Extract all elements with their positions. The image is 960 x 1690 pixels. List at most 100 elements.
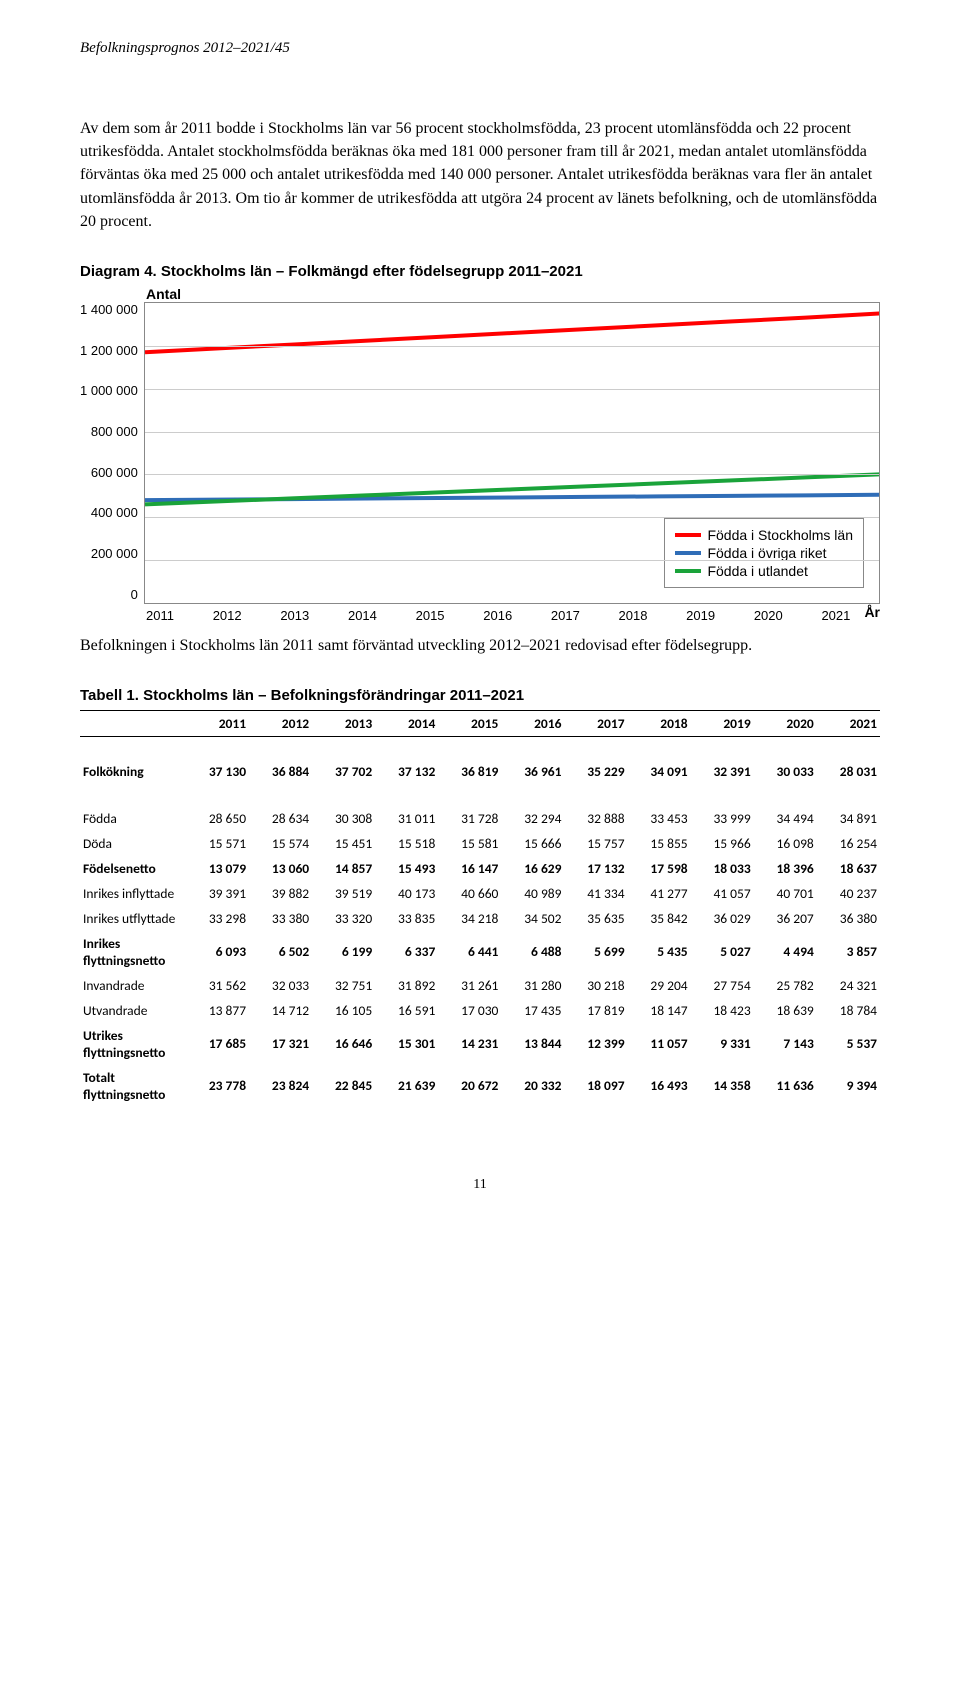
table-cell: 17 819	[564, 998, 627, 1023]
x-tick-label: 2020	[754, 608, 783, 623]
table-row: Utvandrade13 87714 71216 10516 59117 030…	[80, 998, 880, 1023]
table-cell: 28 650	[186, 806, 249, 831]
table-cell: 16 493	[628, 1065, 691, 1107]
table-cell: 9 394	[817, 1065, 880, 1107]
table-cell: 16 591	[375, 998, 438, 1023]
table-cell: 36 380	[817, 906, 880, 931]
table-cell: 33 835	[375, 906, 438, 931]
table-row-label: Folkökning	[80, 759, 186, 784]
legend-swatch	[675, 551, 701, 555]
table-cell: 15 301	[375, 1023, 438, 1065]
table-cell: 40 173	[375, 881, 438, 906]
legend-swatch	[675, 533, 701, 537]
table-cell: 17 030	[438, 998, 501, 1023]
chart-container: Antal 1 400 0001 200 0001 000 000800 000…	[80, 286, 880, 623]
table-cell: 14 231	[438, 1023, 501, 1065]
x-tick-label: 2013	[280, 608, 309, 623]
table-cell: 40 660	[438, 881, 501, 906]
table-cell: 17 132	[564, 856, 627, 881]
table-header-cell: 2013	[312, 710, 375, 736]
x-tick-labels: 2011201220132014201520162017201820192020…	[146, 608, 850, 623]
table-row-label: Födelsenetto	[80, 856, 186, 881]
table-row: Invandrade31 56232 03332 75131 89231 261…	[80, 973, 880, 998]
table-row-label: Döda	[80, 831, 186, 856]
table-header-cell	[80, 710, 186, 736]
table-body: Folkökning37 13036 88437 70237 13236 819…	[80, 736, 880, 1107]
table-cell: 18 784	[817, 998, 880, 1023]
table-spacer-row	[80, 736, 880, 759]
table-cell: 15 571	[186, 831, 249, 856]
table-row-label: Totalt flyttningsnetto	[80, 1065, 186, 1107]
table-cell: 36 961	[501, 759, 564, 784]
table-cell: 36 884	[249, 759, 312, 784]
chart-row: 1 400 0001 200 0001 000 000800 000600 00…	[80, 302, 880, 604]
table-row: Utrikes flyttningsnetto17 68517 32116 64…	[80, 1023, 880, 1065]
table-cell: 29 204	[628, 973, 691, 998]
table-cell: 6 441	[438, 931, 501, 973]
table-cell: 18 396	[754, 856, 817, 881]
table-cell: 34 218	[438, 906, 501, 931]
table-cell: 13 079	[186, 856, 249, 881]
table-cell: 15 855	[628, 831, 691, 856]
gridline	[145, 432, 879, 433]
table-cell: 16 147	[438, 856, 501, 881]
table-caption: Tabell 1. Stockholms län – Befolkningsfö…	[80, 687, 880, 704]
x-axis-title: År	[864, 604, 880, 623]
y-tick-label: 800 000	[80, 424, 138, 439]
table-cell: 41 334	[564, 881, 627, 906]
table-cell: 33 298	[186, 906, 249, 931]
table-header-cell: 2012	[249, 710, 312, 736]
table-header-cell: 2016	[501, 710, 564, 736]
table-cell: 33 999	[691, 806, 754, 831]
table-cell: 14 712	[249, 998, 312, 1023]
body-paragraph: Av dem som år 2011 bodde i Stockholms lä…	[80, 117, 880, 233]
table-header-cell: 2017	[564, 710, 627, 736]
legend-swatch	[675, 569, 701, 573]
table-cell: 40 701	[754, 881, 817, 906]
table-cell: 40 237	[817, 881, 880, 906]
gridline	[145, 560, 879, 561]
table-row-label: Utvandrade	[80, 998, 186, 1023]
page: Befolkningsprognos 2012–2021/45 Av dem s…	[0, 0, 960, 1253]
table-cell: 6 199	[312, 931, 375, 973]
y-tick-label: 600 000	[80, 465, 138, 480]
table-cell: 31 280	[501, 973, 564, 998]
table-cell: 18 639	[754, 998, 817, 1023]
table-header-cell: 2011	[186, 710, 249, 736]
x-tick-label: 2014	[348, 608, 377, 623]
table-row: Inrikes utflyttade33 29833 38033 32033 8…	[80, 906, 880, 931]
table-cell: 13 844	[501, 1023, 564, 1065]
table-row-label: Invandrade	[80, 973, 186, 998]
y-tick-label: 200 000	[80, 546, 138, 561]
table-cell: 17 685	[186, 1023, 249, 1065]
table-spacer-row	[80, 784, 880, 806]
table-cell: 5 435	[628, 931, 691, 973]
table-cell: 16 105	[312, 998, 375, 1023]
table-row-label: Utrikes flyttningsnetto	[80, 1023, 186, 1065]
table-cell: 24 321	[817, 973, 880, 998]
table-cell: 6 337	[375, 931, 438, 973]
x-tick-label: 2021	[821, 608, 850, 623]
table-cell: 25 782	[754, 973, 817, 998]
table-row: Döda15 57115 57415 45115 51815 58115 666…	[80, 831, 880, 856]
table-row-label: Inrikes inflyttade	[80, 881, 186, 906]
table-cell: 30 308	[312, 806, 375, 831]
table-cell: 37 130	[186, 759, 249, 784]
table-row: Födda28 65028 63430 30831 01131 72832 29…	[80, 806, 880, 831]
table-header-cell: 2018	[628, 710, 691, 736]
legend-item: Födda i Stockholms län	[675, 527, 853, 543]
table-header-cell: 2015	[438, 710, 501, 736]
legend-label: Födda i övriga riket	[707, 545, 826, 561]
x-tick-label: 2011	[146, 608, 174, 623]
table-cell: 17 321	[249, 1023, 312, 1065]
table-cell: 18 033	[691, 856, 754, 881]
y-tick-label: 400 000	[80, 505, 138, 520]
data-table: 2011201220132014201520162017201820192020…	[80, 710, 880, 1107]
y-tick-label: 1 200 000	[80, 343, 138, 358]
x-tick-label: 2012	[213, 608, 242, 623]
x-tick-label: 2019	[686, 608, 715, 623]
table-cell: 5 699	[564, 931, 627, 973]
table-cell: 32 751	[312, 973, 375, 998]
table-row: Födelsenetto13 07913 06014 85715 49316 1…	[80, 856, 880, 881]
table-cell: 30 033	[754, 759, 817, 784]
